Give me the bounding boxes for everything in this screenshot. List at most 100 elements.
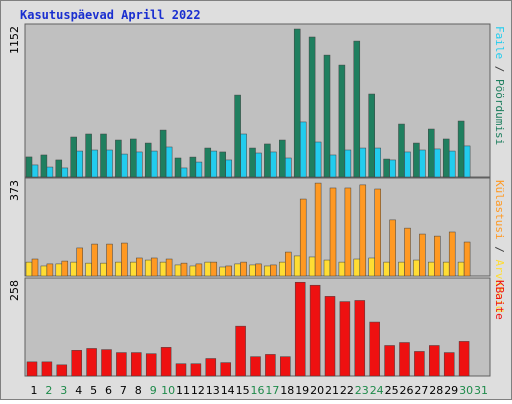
bar [165,146,173,178]
bar [354,300,366,377]
bar [76,150,83,178]
bar [205,358,217,377]
bar [264,143,271,178]
bar [353,258,361,277]
bar [399,342,410,377]
x-tick-label: 17 [265,384,279,397]
bar [144,142,152,178]
bar [106,243,113,277]
bar [115,139,122,178]
bar [429,345,440,377]
bar [279,261,286,277]
bar [368,257,375,277]
bar [195,263,203,277]
bar [280,356,291,377]
bar [180,167,188,178]
x-tick-label: 31 [474,384,488,397]
bar [353,40,361,178]
bar [384,345,395,377]
bar [31,164,39,178]
bar [225,265,232,277]
bar [434,148,441,178]
bar [457,120,465,178]
bar [150,150,158,178]
bar [189,265,197,277]
legend-entry: KBaite [493,280,506,320]
x-tick-label: 10 [161,384,175,397]
bar [204,147,212,178]
bar [115,261,122,277]
bar [225,159,232,178]
x-tick-label: 16 [251,384,265,397]
bar [180,262,188,277]
bar [338,261,346,277]
x-tick-label: 11 [176,384,190,397]
bar [106,149,113,178]
bar [145,353,157,377]
bar [255,152,262,178]
x-tick-label: 19 [295,384,309,397]
bar [264,265,271,277]
x-tick-label: 14 [221,384,235,397]
x-tick-label: 29 [444,384,458,397]
bar [299,121,307,178]
bar [174,157,182,178]
x-tick-label: 5 [90,384,97,397]
bar [250,356,261,377]
x-tick-label: 24 [370,384,384,397]
bar [404,227,411,277]
legend: Külastusi / Arvuteid [493,180,506,312]
bar [369,321,380,377]
bar [91,149,98,178]
bar [31,258,39,277]
bar [189,156,197,178]
bar [419,149,426,178]
bar [434,235,441,277]
bar [270,151,277,178]
x-tick-label: 3 [60,384,67,397]
bar [220,362,231,377]
x-tick-label: 9 [150,384,157,397]
bar [413,259,420,277]
bar [25,156,33,178]
bar [234,263,241,277]
bar [165,258,173,277]
bar [56,364,68,377]
bar [329,154,337,178]
bar [175,363,187,377]
bar [210,150,218,178]
bar [344,149,352,178]
bar [293,255,301,277]
bar [383,261,390,277]
bar [448,150,456,178]
bar [100,262,107,277]
bar [344,187,352,277]
y-max-label: 1152 [8,26,21,54]
bar [86,348,97,377]
bar [91,243,98,277]
bar [457,261,465,277]
bar [46,166,54,178]
chart-title: Kasutuspäevad Aprill 2022 [20,8,201,22]
bar [121,242,128,277]
bar [309,284,321,377]
bar [419,233,426,277]
bar [285,157,292,178]
bar [428,261,435,277]
legend: KBaite [493,280,506,320]
bar [458,341,470,377]
bar [234,94,241,178]
bar [85,133,92,178]
bar [76,247,83,277]
x-tick-label: 15 [236,384,250,397]
x-tick-label: 26 [400,384,414,397]
x-tick-label: 4 [75,384,82,397]
legend-entry: Pöördumisi [493,79,506,145]
bar [308,256,316,277]
bar [240,261,247,277]
bar [249,264,256,277]
bar [389,219,396,277]
bar [339,301,351,377]
bar [249,147,256,178]
bar [299,198,307,277]
